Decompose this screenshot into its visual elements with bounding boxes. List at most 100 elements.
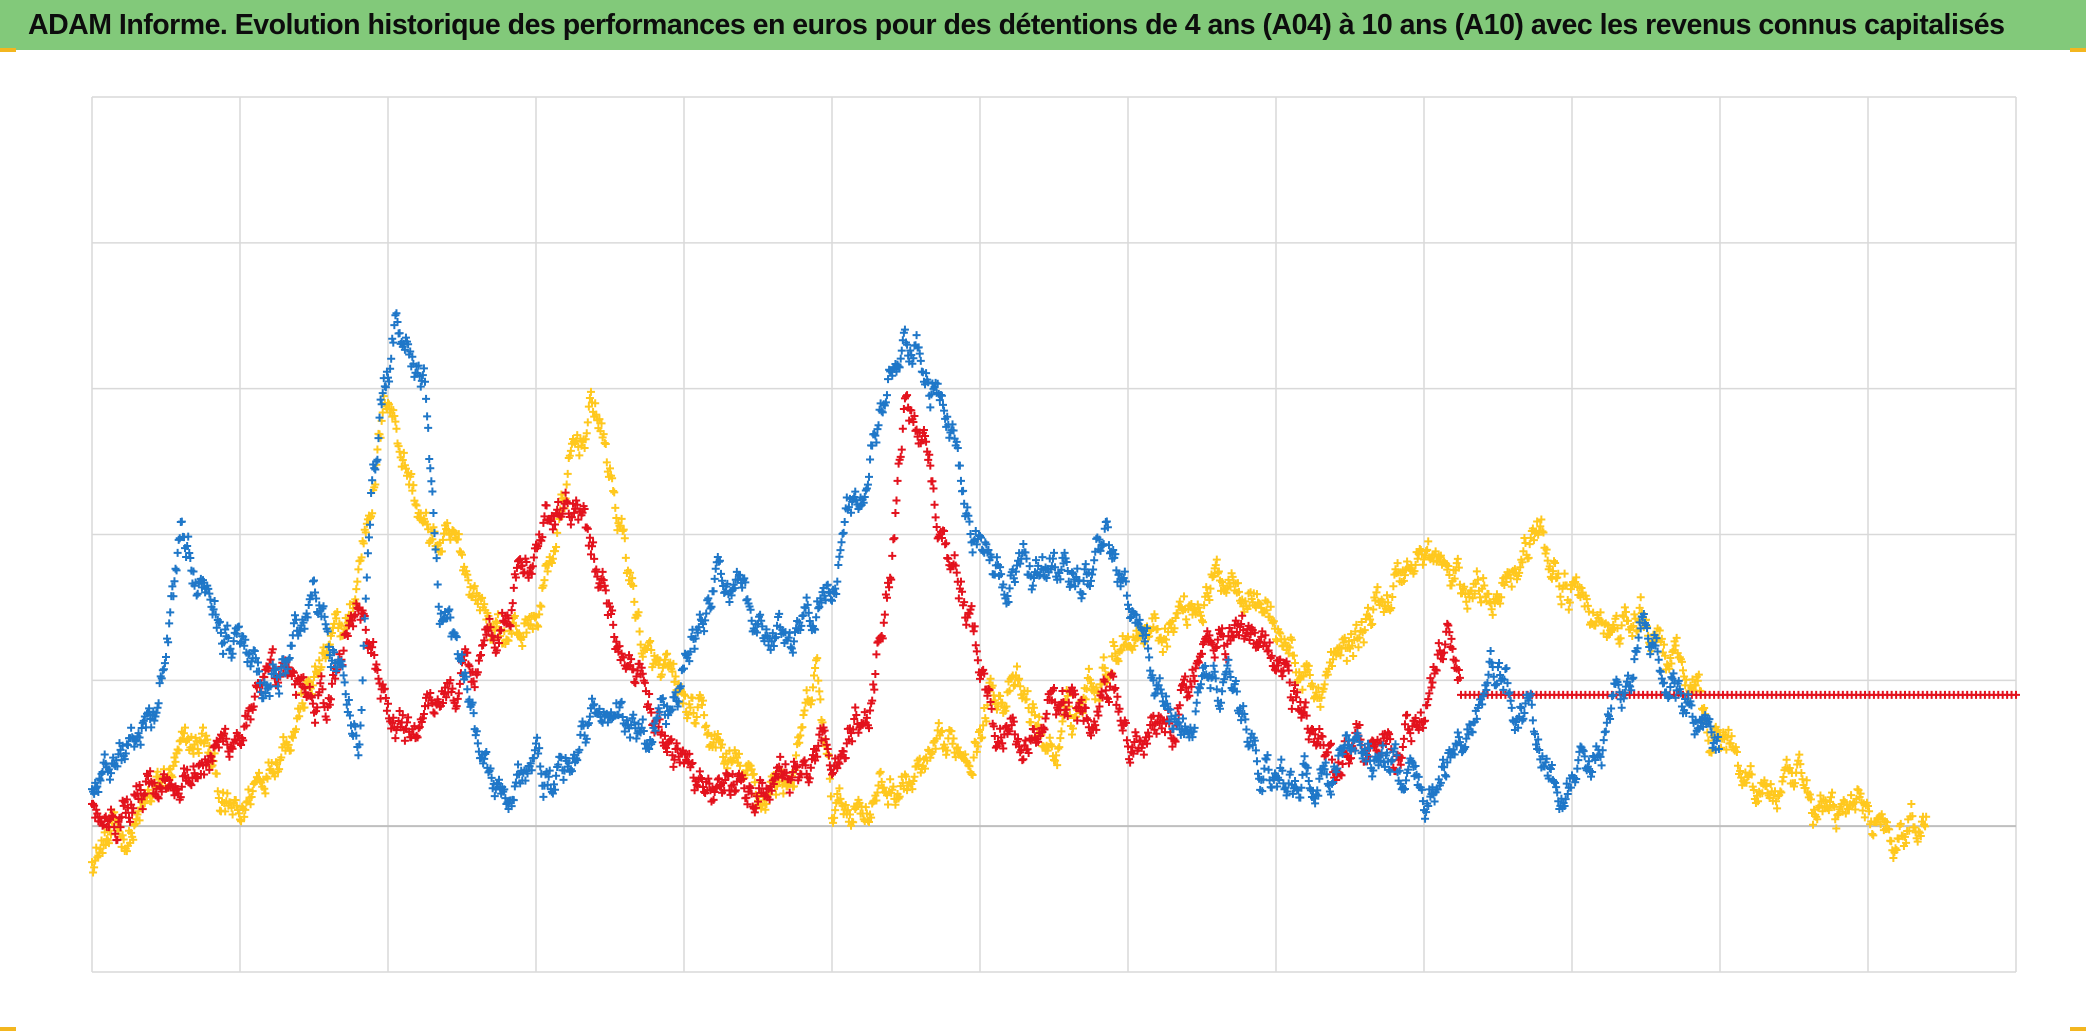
data-point: [1528, 716, 1537, 725]
data-point: [1304, 661, 1313, 670]
data-point: [600, 581, 609, 590]
data-point: [340, 678, 349, 687]
data-point: [891, 509, 900, 518]
data-point: [477, 651, 486, 660]
data-point: [837, 538, 846, 547]
data-point: [335, 650, 344, 659]
data-point: [566, 446, 575, 455]
data-point: [1357, 618, 1366, 627]
data-point: [429, 508, 438, 517]
data-point: [1832, 824, 1841, 833]
data-point: [284, 740, 293, 749]
data-point: [1114, 657, 1123, 666]
data-point: [156, 783, 165, 792]
data-point: [902, 772, 910, 781]
data-point: [1797, 769, 1806, 778]
data-point: [610, 488, 619, 497]
data-point: [1325, 741, 1334, 750]
data-point: [1599, 736, 1608, 745]
data-point: [886, 775, 895, 784]
data-point: [1241, 597, 1250, 606]
data-point: [1665, 664, 1674, 673]
data-point: [213, 787, 222, 796]
data-point: [373, 445, 382, 454]
data-point: [1506, 574, 1515, 583]
data-point: [1655, 626, 1664, 635]
data-point: [612, 637, 621, 646]
data-point: [407, 470, 416, 479]
data-point: [1905, 826, 1914, 835]
data-point: [876, 767, 885, 776]
data-point: [409, 481, 418, 490]
data-point: [953, 743, 962, 752]
data-point: [1733, 761, 1742, 770]
data-point: [1617, 703, 1626, 712]
data-point: [438, 535, 447, 544]
data-point: [527, 569, 536, 578]
data-point: [225, 752, 234, 761]
data-point: [710, 574, 719, 583]
data-point: [1042, 709, 1051, 718]
data-point: [542, 501, 551, 510]
data-point: [851, 703, 860, 712]
data-point: [968, 548, 977, 557]
data-point: [1391, 740, 1400, 749]
data-point: [486, 623, 495, 632]
data-point: [92, 843, 101, 852]
data-point: [129, 835, 138, 844]
data-point: [136, 785, 145, 794]
data-point: [153, 792, 162, 801]
data-point: [522, 628, 531, 637]
data-point: [356, 615, 365, 624]
data-point: [1269, 617, 1278, 626]
data-point: [849, 818, 858, 827]
data-point: [934, 719, 943, 728]
data-point: [583, 524, 592, 533]
data-point: [384, 398, 392, 407]
data-point: [1661, 651, 1670, 660]
data-point: [1368, 620, 1377, 629]
data-point: [230, 735, 239, 744]
data-point: [412, 501, 421, 510]
data-point: [1162, 635, 1171, 644]
data-point: [510, 612, 519, 620]
data-point: [1191, 707, 1200, 716]
data-point: [400, 736, 409, 745]
data-point: [162, 653, 170, 662]
data-point: [1299, 672, 1308, 681]
data-point: [212, 769, 221, 778]
data-point: [888, 551, 897, 560]
data-point: [428, 535, 437, 544]
data-point: [176, 793, 185, 802]
data-point: [381, 694, 390, 703]
corner-accent-bottom-right: [2070, 1027, 2086, 1031]
data-point: [1654, 655, 1663, 664]
data-point: [1099, 653, 1108, 662]
data-point: [1562, 581, 1571, 590]
data-point: [1572, 573, 1581, 582]
data-point: [378, 680, 387, 689]
data-point: [177, 782, 186, 791]
data-point: [1298, 685, 1307, 694]
data-point: [395, 329, 404, 338]
data-point: [551, 520, 560, 529]
data-point: [208, 756, 217, 765]
data-point: [391, 417, 400, 426]
data-point: [316, 679, 325, 688]
data-point: [362, 573, 371, 582]
data-point: [537, 602, 546, 611]
data-point: [566, 520, 575, 529]
data-point: [1571, 577, 1580, 586]
data-point: [743, 595, 752, 604]
data-point: [183, 736, 192, 745]
data-point: [154, 794, 163, 803]
data-point: [467, 593, 476, 602]
data-point: [1704, 736, 1713, 745]
data-point: [116, 823, 125, 832]
data-point: [1019, 755, 1028, 764]
data-point: [1510, 565, 1519, 574]
data-point: [557, 490, 566, 499]
data-point: [771, 790, 780, 799]
data-point: [657, 670, 666, 679]
data-point: [1266, 602, 1275, 611]
